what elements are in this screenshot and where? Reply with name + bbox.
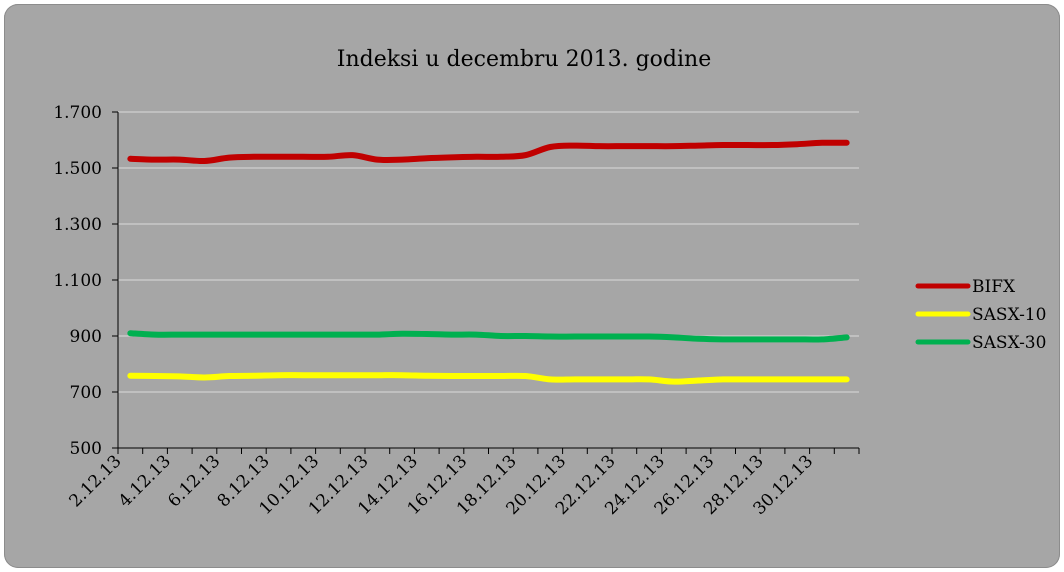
y-tick-label: 1.100 [53,271,102,291]
legend-label-bifx: BIFX [972,277,1016,297]
x-tick-label: 2.12.13 [66,451,126,511]
series-lines [127,139,850,385]
chart-frame: Indeksi u decembru 2013. godine 500 700 90… [4,4,1060,568]
series-line-sasx-30 [127,330,850,343]
y-tick-label: 700 [70,383,102,403]
y-tick-label: 900 [70,327,102,347]
legend-label-sasx-10: SASX-10 [972,305,1046,325]
y-tick-label: 500 [70,439,102,459]
legend: BIFX SASX-10 SASX-30 [915,277,1046,353]
x-tick-label: 6.12.13 [164,451,224,511]
legend-label-sasx-30: SASX-30 [972,333,1046,353]
y-tick-label: 1.700 [53,103,102,123]
line-chart: Indeksi u decembru 2013. godine 500 700 90… [53,47,1046,519]
x-tick-label: 4.12.13 [115,451,175,511]
chart-title: Indeksi u decembru 2013. godine [337,47,711,72]
axes: 500 700 900 1.100 1.300 1.500 1.700 2.12.134.12… [53,103,860,519]
y-tick-label: 1.500 [53,159,102,179]
series-line-bifx [127,139,850,165]
series-line-sasx-10 [127,372,850,385]
y-tick-label: 1.300 [53,215,102,235]
